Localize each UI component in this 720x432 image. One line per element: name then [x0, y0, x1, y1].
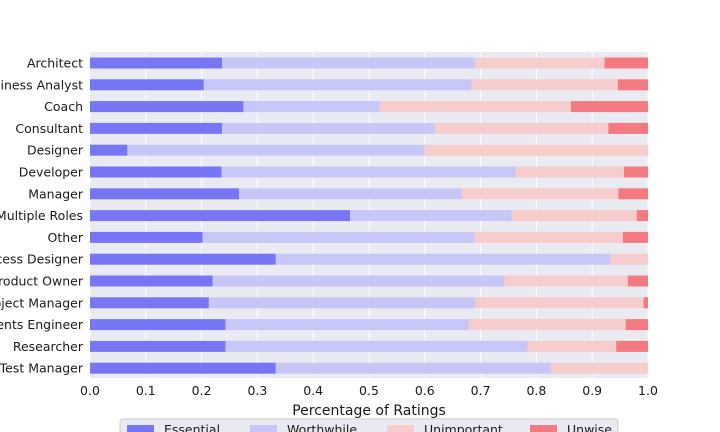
bar-segment-essential [90, 275, 213, 287]
bar-segment-worthwhile [203, 79, 472, 91]
y-tick-label: Designer [27, 143, 84, 158]
y-tick-label: Researcher [13, 339, 84, 354]
bar-segment-unwise [604, 57, 648, 69]
bar-segment-worthwhile [202, 231, 475, 243]
y-tick-label: Business Analyst [0, 77, 83, 92]
x-tick-label: 0.9 [582, 383, 602, 398]
bar-segment-unwise [636, 210, 648, 222]
bar-segment-unwise [570, 101, 648, 113]
bar-segment-unimportant [461, 188, 619, 200]
bar-segment-unimportant [550, 362, 648, 374]
bar-segment-essential [90, 188, 239, 200]
x-tick-label: 0.3 [247, 383, 267, 398]
y-tick-label: Multiple Roles [0, 208, 83, 223]
bar-segment-worthwhile [212, 275, 505, 287]
bar-segment-unwise [616, 340, 648, 352]
x-tick-label: 0.5 [359, 383, 379, 398]
legend-swatch [387, 425, 414, 432]
legend: Essential Worthwhile Unimportant Unwise [119, 418, 619, 432]
bar-segment-worthwhile [221, 166, 516, 178]
y-tick-label: Consultant [15, 121, 83, 136]
y-tick-label: Developer [19, 165, 84, 180]
legend-swatch [127, 425, 154, 432]
legend-label: Unwise [567, 422, 612, 432]
bar-segment-unimportant [475, 57, 605, 69]
x-tick-label: 0.1 [136, 383, 156, 398]
y-tick-label: Process Designer [0, 252, 84, 267]
bar-segment-unwise [625, 319, 648, 331]
x-tick-label: 0.7 [471, 383, 491, 398]
bar-segment-unwise [624, 166, 648, 178]
legend-label: Essential [164, 422, 220, 432]
bar-segment-unimportant [527, 340, 617, 352]
y-tick-label: Test Manager [0, 361, 84, 376]
bar-segment-worthwhile [275, 253, 611, 265]
bar-segment-essential [90, 79, 204, 91]
x-tick-label: 0.4 [303, 383, 323, 398]
bar-segment-worthwhile [222, 57, 476, 69]
bar-segment-unimportant [511, 210, 637, 222]
legend-box [119, 418, 619, 432]
bars [90, 57, 648, 374]
x-tick-label: 0.0 [80, 383, 100, 398]
bar-segment-worthwhile [225, 319, 469, 331]
bar-segment-essential [90, 210, 351, 222]
bar-segment-unimportant [610, 253, 648, 265]
bar-segment-essential [90, 57, 223, 69]
y-tick-label: Architect [27, 56, 83, 71]
y-tick-label: Manager [28, 186, 84, 201]
bar-segment-essential [90, 122, 223, 134]
x-tick-label: 0.8 [526, 383, 546, 398]
x-tick-label: 1.0 [638, 383, 658, 398]
legend-label: Unimportant [424, 422, 503, 432]
y-tick-labels: Architect Business Analyst Coach Consultant… [0, 56, 84, 376]
y-tick-label: Project Manager [0, 295, 84, 310]
x-tick-label: 0.2 [192, 383, 212, 398]
bar-segment-unwise [622, 231, 648, 243]
bar-segment-unwise [618, 188, 648, 200]
bar-segment-unimportant [434, 122, 609, 134]
bar-segment-unimportant [424, 144, 648, 156]
bar-segment-worthwhile [127, 144, 425, 156]
legend-swatch [250, 425, 277, 432]
bar-segment-essential [90, 319, 226, 331]
bar-segment-essential [90, 253, 276, 265]
bar-segment-unimportant [468, 319, 626, 331]
y-tick-label: Requirements Engineer [0, 317, 84, 332]
legend-swatch [530, 425, 557, 432]
bar-segment-unwise [627, 275, 648, 287]
bar-segment-essential [90, 231, 203, 243]
bar-segment-essential [90, 144, 128, 156]
y-tick-label: Product Owner [0, 274, 84, 289]
bar-segment-essential [90, 166, 222, 178]
bar-segment-essential [90, 101, 244, 113]
x-axis-title: Percentage of Ratings [292, 403, 446, 419]
bar-segment-worthwhile [225, 340, 528, 352]
bar-segment-unwise [617, 79, 648, 91]
bar-segment-unimportant [379, 101, 571, 113]
bar-segment-worthwhile [238, 188, 462, 200]
bar-segment-essential [90, 340, 226, 352]
bar-segment-unimportant [474, 231, 623, 243]
bar-segment-worthwhile [222, 122, 435, 134]
bar-segment-unimportant [471, 79, 618, 91]
bar-segment-unimportant [475, 297, 644, 309]
bar-segment-worthwhile [208, 297, 476, 309]
y-tick-label: Coach [44, 99, 83, 114]
bar-segment-essential [90, 362, 276, 374]
bar-segment-worthwhile [243, 101, 380, 113]
bar-segment-unimportant [504, 275, 628, 287]
legend-label: Worthwhile [287, 422, 357, 432]
bar-segment-worthwhile [350, 210, 512, 222]
bar-segment-unwise [643, 297, 648, 309]
bar-segment-unwise [608, 122, 648, 134]
x-tick-labels: 0.0 0.1 0.2 0.3 0.4 0.5 0.6 0.7 0.8 0.9 1.0 [80, 383, 658, 398]
bar-segment-essential [90, 297, 209, 309]
y-tick-label: Other [48, 230, 84, 245]
x-tick-label: 0.6 [415, 383, 435, 398]
bar-segment-unimportant [515, 166, 625, 178]
bar-segment-worthwhile [275, 362, 551, 374]
